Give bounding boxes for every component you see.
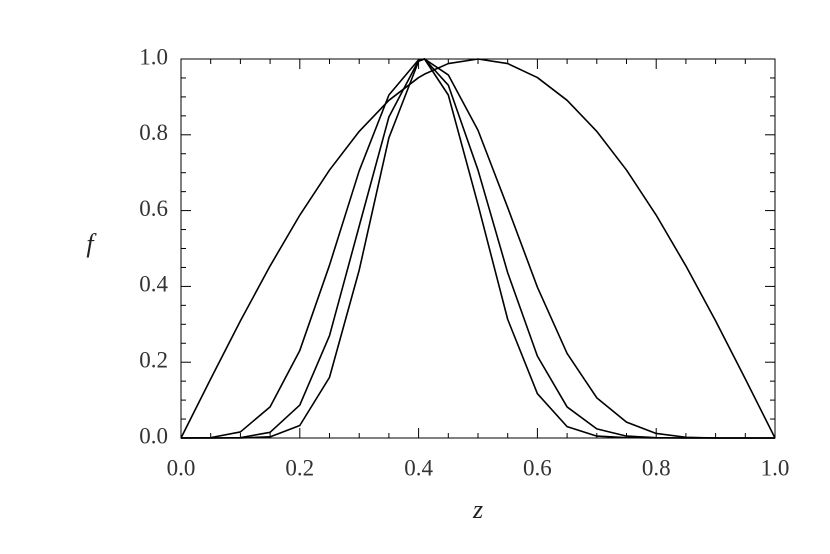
x-tick-label: 0.4 [404, 455, 433, 480]
x-tick-label: 0.2 [285, 455, 314, 480]
series-line [180, 58, 775, 439]
plot-frame [180, 58, 776, 439]
x-tick-label: 1.0 [761, 455, 790, 480]
y-tick-label: 0.4 [139, 272, 168, 297]
x-tick-label: 0.8 [642, 455, 671, 480]
y-tick-label: 0.6 [139, 196, 168, 221]
y-tick-label: 0.8 [139, 120, 168, 145]
x-tick-label: 0.0 [167, 455, 196, 480]
y-axis-label: f [86, 229, 97, 258]
x-tick-label: 0.6 [523, 455, 552, 480]
series-line [181, 58, 775, 439]
y-tick-label: 0.0 [139, 423, 168, 448]
series-line [181, 58, 775, 439]
x-axis-label: z [472, 495, 483, 524]
series-line [180, 58, 776, 439]
y-tick-label: 1.0 [139, 44, 168, 69]
y-tick-label: 0.2 [139, 347, 168, 372]
